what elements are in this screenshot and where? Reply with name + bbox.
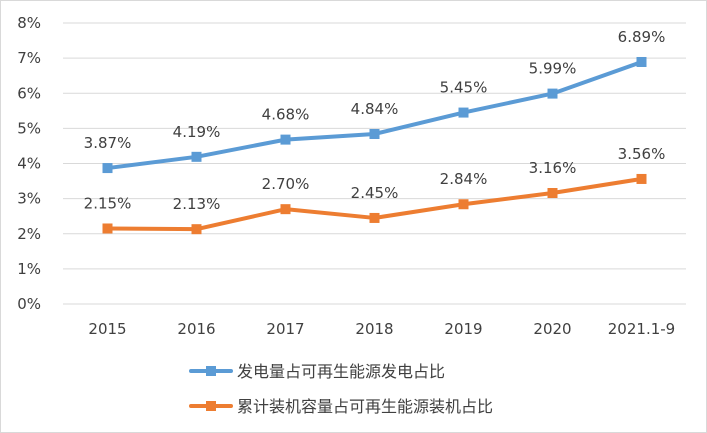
series-1-data-label-0: 2.15%: [84, 194, 132, 212]
series-0-data-label-3: 4.84%: [351, 100, 399, 118]
series-1-point-6: [636, 173, 647, 184]
legend-label-1: 累计装机容量占可再生能源装机占比: [237, 397, 493, 416]
data-labels: 3.87% 4.19% 4.68% 4.84% 5.45% 5.99% 6.89% 2.15%…: [84, 28, 666, 213]
gridlines: [63, 22, 686, 305]
x-tick-label-0: 2015: [88, 320, 126, 338]
x-tick-label-6: 2021.1-9: [608, 320, 675, 338]
legend-swatch-marker-0: [206, 366, 216, 376]
series-lines: [102, 56, 647, 235]
series-0-data-label-2: 4.68%: [262, 106, 310, 124]
series-0-point-3: [369, 128, 380, 139]
x-tick-label-2: 2017: [266, 320, 304, 338]
series-1-point-2: [280, 204, 291, 215]
x-tick-label-4: 2019: [444, 320, 482, 338]
y-tick-label-1: 1%: [17, 260, 41, 278]
series-0-point-2: [280, 134, 291, 145]
series-0-point-5: [547, 88, 558, 99]
axes: 0% 1% 2% 3% 4% 5% 6% 7% 8% 2015 2016 2017 2018 2019 20…: [17, 14, 675, 338]
y-tick-label-4: 4%: [17, 155, 41, 173]
series-0-data-label-0: 3.87%: [84, 134, 132, 152]
series-1-point-5: [547, 188, 558, 199]
y-tick-label-0: 0%: [17, 295, 41, 313]
series-0-data-label-6: 6.89%: [618, 28, 666, 46]
series-1-point-0: [102, 223, 113, 234]
series-0-point-1: [191, 151, 202, 162]
series-1-data-label-1: 2.13%: [173, 195, 221, 213]
x-tick-label-1: 2016: [177, 320, 215, 338]
series-0-data-label-5: 5.99%: [529, 60, 577, 78]
series-1-data-label-4: 2.84%: [440, 170, 488, 188]
y-tick-label-5: 5%: [17, 119, 41, 137]
series-1-data-label-2: 2.70%: [262, 175, 310, 193]
y-tick-label-8: 8%: [17, 14, 41, 32]
series-1-point-4: [458, 199, 469, 210]
x-tick-label-5: 2020: [533, 320, 571, 338]
series-1-data-label-6: 3.56%: [618, 145, 666, 163]
series-1-point-3: [369, 212, 380, 223]
legend-label-0: 发电量占可再生能源发电占比: [237, 362, 445, 381]
series-0-point-4: [458, 107, 469, 118]
legend-swatch-marker-1: [206, 401, 216, 411]
series-1-point-1: [191, 224, 202, 235]
series-0-point-6: [636, 56, 647, 67]
x-tick-label-3: 2018: [355, 320, 393, 338]
y-tick-label-3: 3%: [17, 190, 41, 208]
series-0-point-0: [102, 163, 113, 174]
series-1-data-label-3: 2.45%: [351, 184, 399, 202]
series-1-data-label-5: 3.16%: [529, 159, 577, 177]
y-tick-label-7: 7%: [17, 49, 41, 67]
y-tick-label-6: 6%: [17, 84, 41, 102]
series-0-data-label-1: 4.19%: [173, 123, 221, 141]
y-tick-label-2: 2%: [17, 225, 41, 243]
series-0-data-label-4: 5.45%: [440, 79, 488, 97]
